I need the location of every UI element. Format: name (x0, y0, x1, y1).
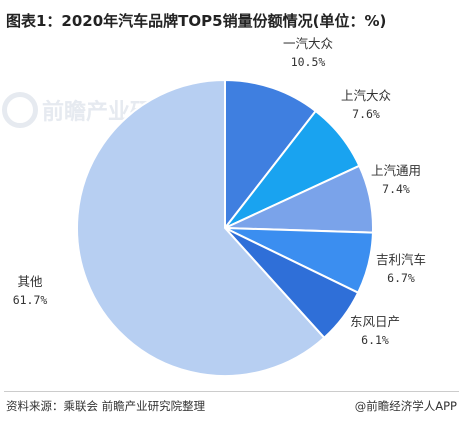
slice-label: 东风日产 (350, 314, 400, 329)
chart-title: 图表1：2020年汽车品牌TOP5销量份额情况(单位：%) (6, 12, 387, 30)
footer: 资料来源：乘联会 前瞻产业研究院整理 @前瞻经济学人APP (0, 391, 463, 423)
slice-value-label: 10.5% (291, 55, 326, 69)
slice-一汽大众 (224, 78, 318, 231)
slice-label: 上汽通用 (371, 163, 421, 178)
slice-label: 一汽大众 (283, 36, 333, 51)
slice-label: 其他 (17, 274, 43, 289)
slice-value-label: 7.6% (352, 107, 380, 121)
brand-credit: @前瞻经济学人APP (354, 399, 457, 413)
slice-label: 上汽大众 (341, 88, 391, 103)
slice-value-label: 6.1% (361, 333, 389, 347)
slice-value-label: 6.7% (387, 271, 415, 285)
slice-label: 吉利汽车 (376, 252, 426, 267)
slice-value-label: 7.4% (382, 182, 410, 196)
source-note: 资料来源：乘联会 前瞻产业研究院整理 (6, 399, 206, 413)
slice-其他 (76, 78, 326, 377)
slice-value-label: 61.7% (13, 293, 48, 307)
watermark-logo-icon (2, 92, 38, 128)
pie-chart: 一汽大众 10.5% 上汽大众 7.6% 上汽通用 7.4% 吉利汽车 6.7% 东风日产 6.1… (13, 36, 426, 377)
footer-divider (4, 391, 459, 392)
